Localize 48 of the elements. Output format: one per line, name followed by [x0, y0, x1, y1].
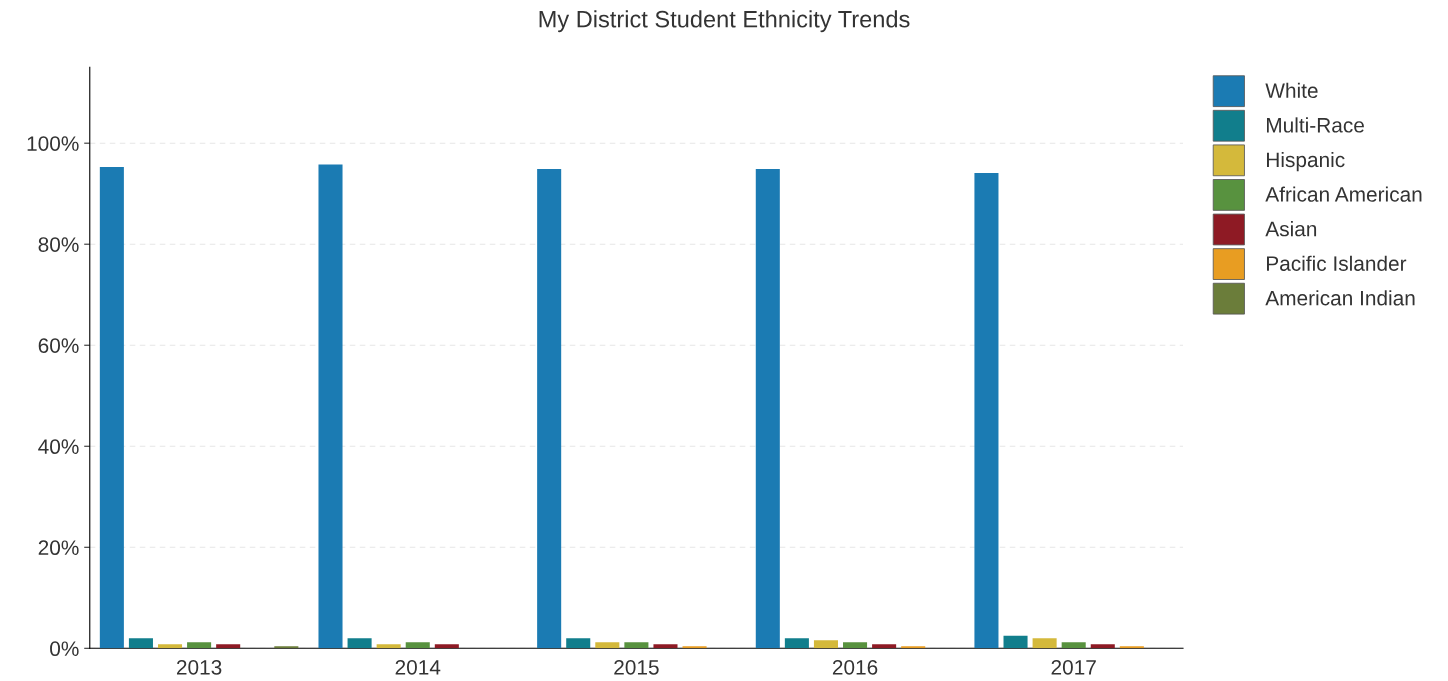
bar: [1119, 646, 1144, 649]
bar: [755, 168, 780, 649]
bar: [347, 638, 372, 649]
y-tick-label: 100%: [27, 136, 79, 151]
bar: [843, 642, 868, 649]
legend-label: Asian: [1265, 221, 1317, 237]
bar: [274, 646, 299, 649]
y-tick-label: 20%: [38, 540, 79, 556]
bar: [624, 642, 649, 649]
bar: [813, 640, 838, 649]
bar: [157, 644, 183, 649]
bar: [187, 642, 212, 649]
bar: [595, 642, 620, 649]
bar: [872, 644, 897, 649]
bar: [405, 642, 430, 649]
chart-title: My District Student Ethnicity Trends: [539, 10, 910, 33]
legend-label: White: [1265, 82, 1318, 99]
bar: [216, 644, 241, 649]
bar: [784, 638, 809, 649]
x-tick-label: 2016: [832, 659, 878, 675]
bar: [537, 168, 562, 649]
x-tick-label: 2013: [176, 659, 222, 675]
bar: [434, 644, 459, 649]
bar: [128, 638, 153, 649]
x-tick-label: 2014: [395, 659, 441, 675]
y-tick-label: 0%: [50, 641, 79, 657]
bar: [1090, 644, 1115, 649]
legend-label: Multi-Race: [1267, 117, 1364, 133]
bar: [653, 644, 678, 649]
legend-label: Hispanic: [1267, 151, 1345, 172]
bar: [376, 644, 401, 649]
legend-label: African American: [1265, 186, 1422, 202]
legend-label: Pacific Islander: [1267, 255, 1407, 271]
y-tick-label: 80%: [38, 237, 79, 252]
bar: [566, 638, 591, 649]
bar: [682, 646, 707, 649]
x-tick-label: 2017: [1051, 659, 1096, 675]
legend-label: American Indian: [1265, 290, 1415, 306]
y-tick-label: 60%: [38, 338, 79, 353]
x-tick-label: 2015: [614, 659, 659, 675]
bar: [974, 172, 999, 649]
bar: [1061, 642, 1086, 649]
bar: [901, 646, 926, 649]
bar: [318, 164, 343, 649]
y-tick-label: 40%: [38, 439, 79, 455]
bar: [1003, 635, 1028, 649]
bar: [99, 166, 124, 649]
bar: [1032, 638, 1057, 649]
